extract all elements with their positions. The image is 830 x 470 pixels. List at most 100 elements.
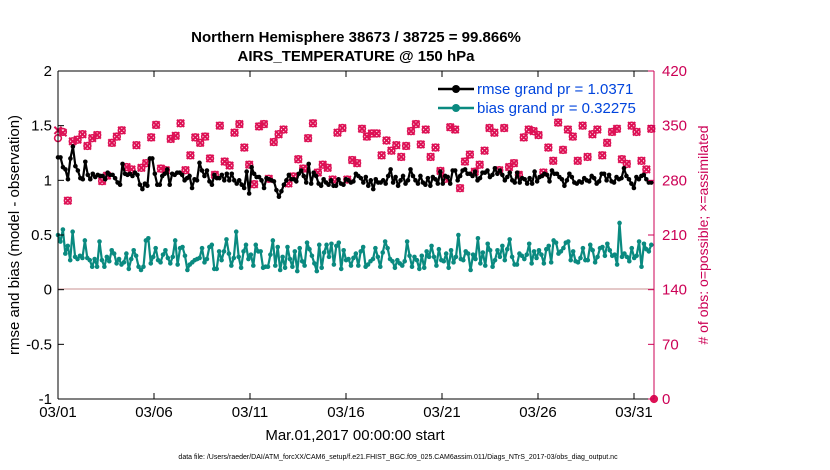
bias-point <box>490 264 495 270</box>
rmse-point <box>507 170 513 175</box>
obs-assimilated-marker <box>352 158 362 168</box>
rmse-point <box>611 180 617 185</box>
bias-point <box>373 245 378 251</box>
rmse-point <box>68 156 73 161</box>
y-right-axis-label: # of obs: o=possible; ×=assimilated <box>695 125 711 344</box>
bias-point <box>612 252 617 257</box>
rmse-point <box>231 178 237 183</box>
rmse-point <box>333 183 339 189</box>
bias-point <box>504 246 510 252</box>
rmse-point <box>472 169 478 174</box>
obs-possible-marker <box>598 151 607 160</box>
obs-assimilated-marker <box>146 133 156 142</box>
rmse-point <box>80 176 86 182</box>
bias-point <box>136 264 141 270</box>
obs-possible-marker <box>612 124 622 133</box>
rmse-point <box>137 182 143 188</box>
bias-point <box>243 242 249 248</box>
y-right-tick-label: 350 <box>662 118 687 135</box>
bias-point <box>380 250 386 255</box>
rmse-point <box>261 185 267 191</box>
bias-point <box>426 254 432 260</box>
bias-point <box>148 261 154 266</box>
bias-point <box>529 261 534 266</box>
bias-point <box>346 256 351 262</box>
obs-possible-marker <box>637 156 646 166</box>
obs-assimilated-marker <box>308 119 318 128</box>
obs-assimilated-marker <box>171 131 180 141</box>
obs-possible-marker <box>475 160 484 169</box>
rmse-point <box>296 171 302 177</box>
rmse-point <box>522 176 527 182</box>
rmse-point <box>490 172 495 178</box>
bias-point <box>456 232 461 238</box>
bias-point <box>622 251 627 256</box>
obs-possible-marker <box>352 158 362 168</box>
obs-possible-marker <box>269 137 278 147</box>
obs-assimilated-marker <box>431 143 440 152</box>
rmse-point <box>502 178 508 183</box>
rmse-point <box>249 164 254 170</box>
rmse-point <box>390 180 396 185</box>
rmse-point <box>413 178 418 183</box>
bias-point <box>258 249 263 254</box>
bias-point <box>648 242 654 248</box>
rmse-point <box>410 173 416 179</box>
obs-assimilated-marker <box>563 125 573 134</box>
rmse-point <box>306 161 312 167</box>
bias-point <box>265 264 271 270</box>
bias-point <box>60 227 66 232</box>
bias-point <box>575 260 581 265</box>
rmse-point <box>63 167 68 172</box>
bias-point <box>233 229 239 235</box>
rmse-point <box>358 175 364 181</box>
legend-rmse-marker <box>452 85 460 93</box>
rmse-point <box>567 171 572 177</box>
obs-assimilated-marker <box>186 151 195 160</box>
obs-possible-marker <box>63 196 73 205</box>
obs-possible-marker <box>323 163 332 173</box>
obs-assimilated-marker <box>544 143 553 152</box>
bias-point <box>600 244 605 250</box>
rmse-point <box>606 172 612 178</box>
rmse-point <box>85 172 91 178</box>
bias-point <box>124 251 129 256</box>
rmse-point <box>626 176 632 182</box>
bias-point <box>514 262 520 267</box>
obs-possible-marker <box>465 150 475 159</box>
obs-assimilated-marker <box>416 140 426 149</box>
bias-point <box>304 240 310 245</box>
rmse-point <box>140 186 145 192</box>
bias-point <box>558 249 564 254</box>
rmse-point <box>239 182 244 188</box>
obs-assimilated-marker <box>396 152 406 162</box>
bias-point <box>407 253 412 259</box>
bias-point <box>238 265 244 271</box>
bias-point <box>316 242 322 248</box>
rmse-point <box>437 169 443 174</box>
bias-point <box>216 249 222 254</box>
obs-assimilated-marker <box>597 151 607 160</box>
obs-possible-marker <box>490 128 499 137</box>
bias-point <box>170 254 176 260</box>
y-tick-label: 2 <box>44 63 52 80</box>
bias-point <box>89 264 95 270</box>
rmse-point <box>157 182 163 188</box>
rmse-point <box>579 180 585 185</box>
obs-assimilated-marker <box>642 165 651 174</box>
obs-assimilated-marker <box>558 145 568 155</box>
rmse-point <box>517 180 523 185</box>
obs-possible-marker <box>357 124 367 133</box>
rmse-point <box>363 174 369 180</box>
rmse-point <box>514 170 520 175</box>
rmse-point <box>301 173 307 179</box>
obs-assimilated-marker <box>573 156 583 166</box>
rmse-point <box>87 176 93 182</box>
rmse-point <box>202 173 207 179</box>
obs-assimilated-marker <box>509 158 519 168</box>
rmse-point <box>596 179 602 184</box>
rmse-point <box>58 155 63 160</box>
bias-point <box>546 243 552 249</box>
obs-possible-marker <box>205 154 215 163</box>
obs-possible-marker <box>558 145 568 155</box>
